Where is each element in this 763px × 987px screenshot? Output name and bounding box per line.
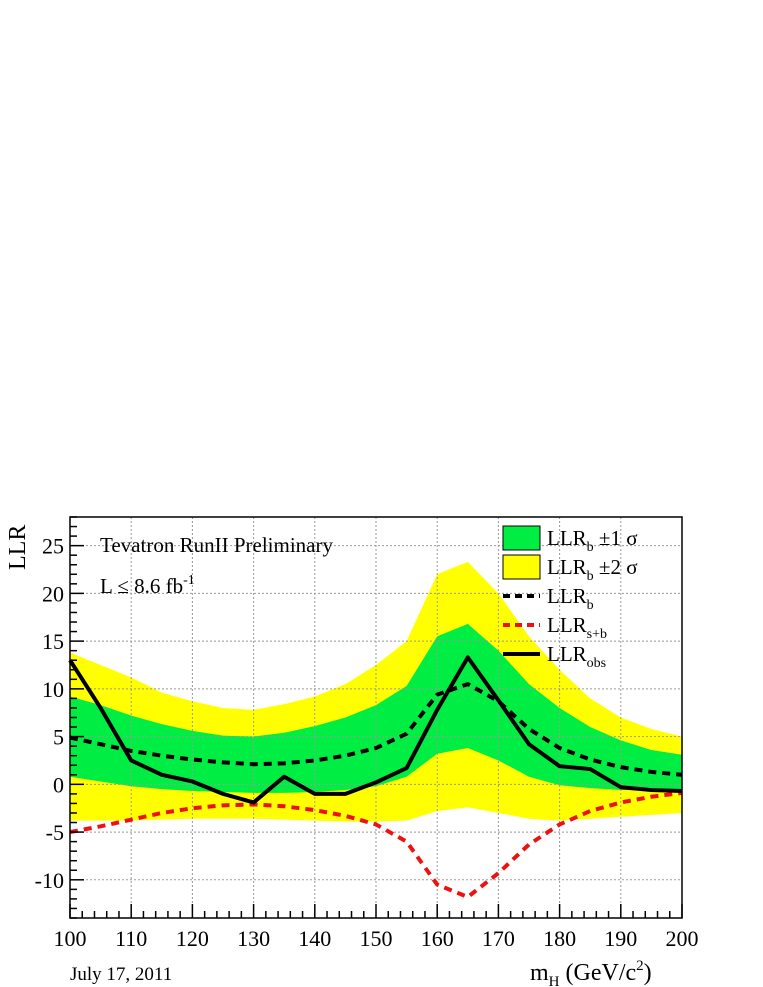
legend-label: LLRb ±2 σ	[547, 555, 638, 584]
x-tick-label: 130	[237, 926, 270, 951]
band-1sigma	[70, 623, 682, 793]
y-tick-label: -10	[35, 868, 64, 893]
series-llr-s-b	[69, 790, 683, 899]
legend-llr-b-1: LLRb ±2 σ	[502, 554, 638, 584]
legend-swatch	[502, 525, 541, 551]
legend-label: LLRobs	[547, 642, 606, 671]
date-label: July 17, 2011	[70, 964, 172, 985]
legend-llr-b-0: LLRb ±1 σ	[502, 525, 638, 555]
x-tick-label: 180	[543, 926, 576, 951]
legend-llr-b-2: LLRb	[503, 584, 594, 613]
y-tick-label: -5	[46, 820, 64, 845]
y-tick-label: 10	[42, 677, 64, 702]
luminosity-label: L ≤ 8.6 fb-1	[100, 573, 195, 598]
x-tick-label: 140	[298, 926, 331, 951]
x-tick-label: 120	[176, 926, 209, 951]
series-lines	[68, 655, 683, 899]
y-axis-title: LLR	[5, 525, 31, 570]
x-tick-label: 200	[666, 926, 699, 951]
x-tick-label: 160	[421, 926, 454, 951]
x-tick-label: 170	[482, 926, 515, 951]
legend-swatch	[502, 554, 541, 580]
legend-llr-obs-4: LLRobs	[503, 642, 606, 671]
series-llr-b	[69, 682, 683, 777]
experiment-label: Tevatron RunII Preliminary	[100, 533, 333, 557]
x-tick-label: 100	[54, 926, 87, 951]
uncertainty-bands	[70, 561, 682, 822]
y-tick-label: 25	[42, 534, 64, 559]
legend-label: LLRb	[547, 584, 594, 613]
legend-label: LLRb ±1 σ	[547, 526, 638, 555]
tick-labels: 100 110 120 130 140 150 160 170 180 190 200 -10 -5 0 5…	[35, 534, 699, 951]
x-tick-label: 150	[360, 926, 393, 951]
x-axis-title: mH (GeV/c2)	[530, 958, 652, 987]
legend-llr-s-b-3: LLRs+b	[503, 613, 607, 642]
y-tick-label: 0	[53, 772, 64, 797]
legend-label: LLRs+b	[547, 613, 607, 642]
grid-lines	[70, 517, 682, 918]
x-tick-label: 110	[115, 926, 147, 951]
y-tick-label: 5	[53, 725, 64, 750]
x-tick-label: 190	[604, 926, 637, 951]
axis-ticks	[69, 516, 683, 919]
y-tick-label: 15	[42, 629, 64, 654]
y-tick-label: 20	[42, 581, 64, 606]
series-llr-obs	[68, 655, 683, 805]
